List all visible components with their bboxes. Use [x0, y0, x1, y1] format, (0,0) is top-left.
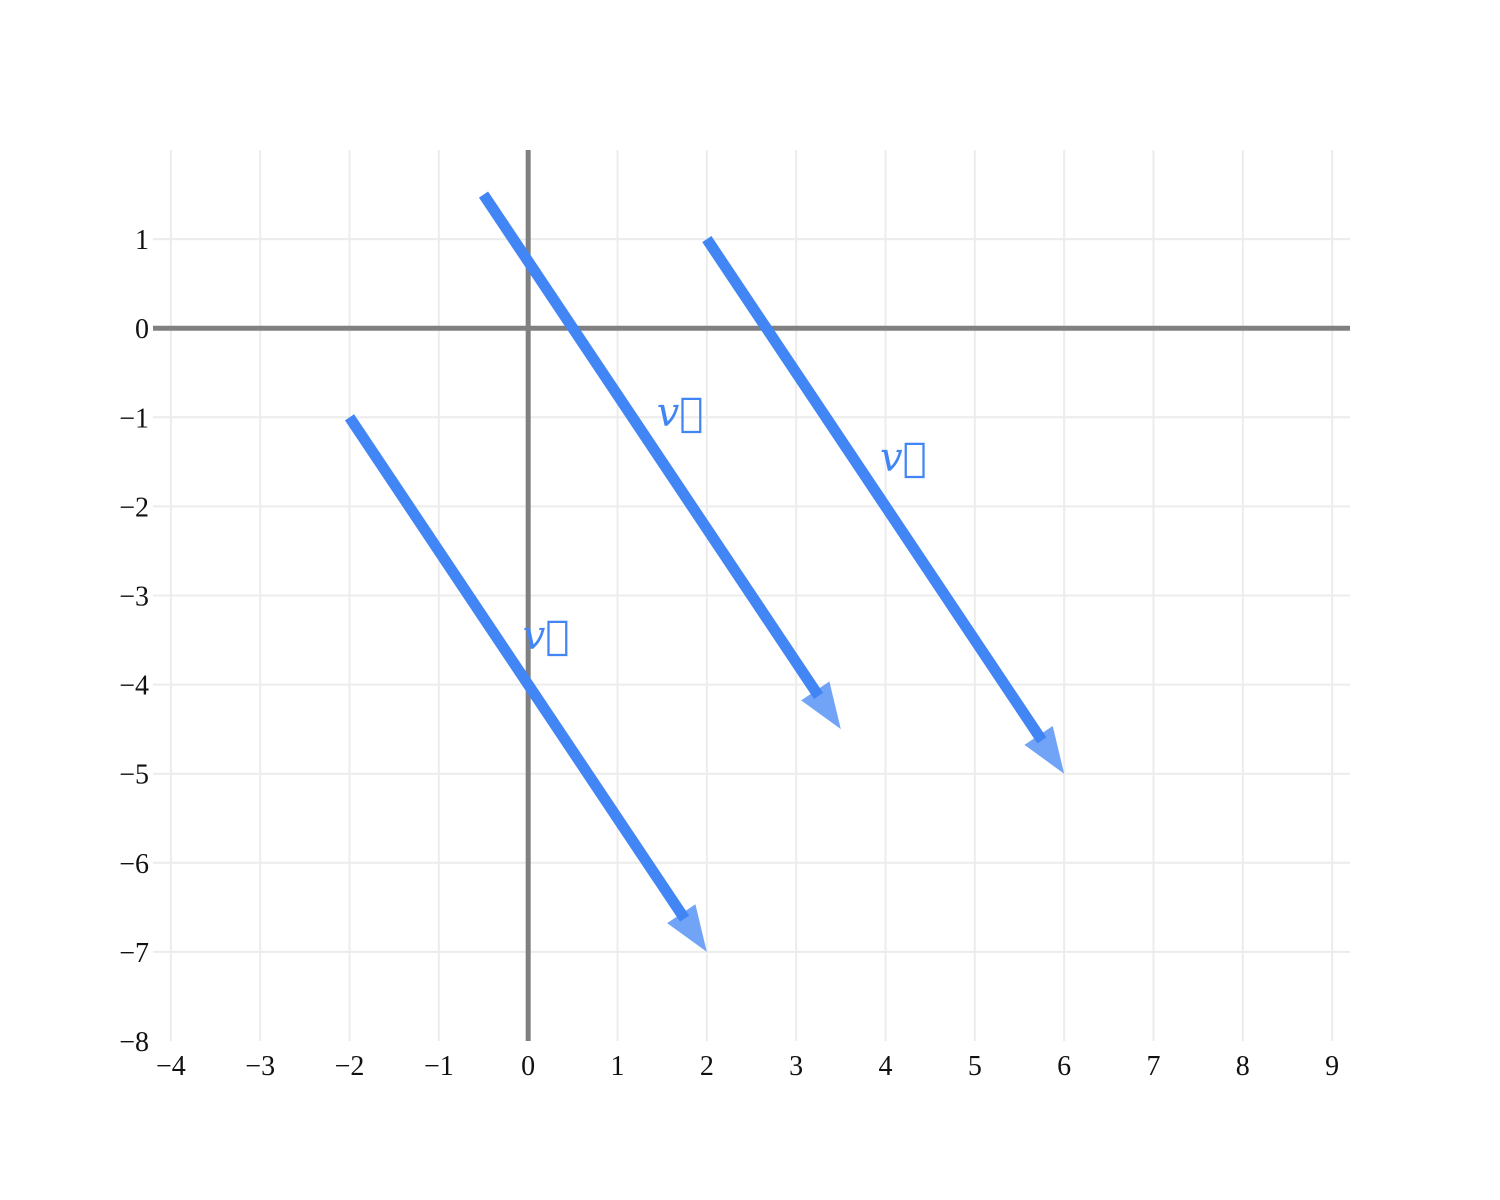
- vector-shaft: [344, 414, 690, 922]
- vector-label: v⃗: [523, 613, 570, 659]
- y-tick-label: −1: [119, 403, 149, 434]
- tick-labels: −4 −3 −2 −1 0 1 2 3 4 5 6 7 8 910−1−2−3−4−5−6−7−8: [119, 225, 1339, 1082]
- y-tick-label: 0: [135, 314, 149, 345]
- x-tick-label: 3: [789, 1051, 803, 1082]
- x-tick-label: −1: [424, 1051, 454, 1082]
- x-tick-label: −2: [335, 1051, 365, 1082]
- y-tick-label: −4: [119, 671, 149, 702]
- vector-arrowhead: [667, 904, 707, 952]
- vector-shaft: [702, 236, 1047, 744]
- vector-label: v⃗: [880, 435, 927, 481]
- y-tick-label: −5: [119, 760, 149, 791]
- x-tick-label: −3: [245, 1051, 275, 1082]
- y-tick-label: −6: [119, 849, 149, 880]
- x-tick-label: 1: [611, 1051, 625, 1082]
- y-tick-label: −8: [119, 1027, 149, 1058]
- x-tick-label: 8: [1236, 1051, 1250, 1082]
- vectors: v⃗ v⃗ v⃗: [344, 191, 1065, 952]
- x-tick-label: 6: [1057, 1051, 1071, 1082]
- x-tick-label: 9: [1325, 1051, 1339, 1082]
- y-tick-label: −3: [119, 582, 149, 613]
- x-tick-label: 5: [968, 1051, 982, 1082]
- vector-shaft: [478, 191, 824, 699]
- axes: [153, 150, 1350, 1041]
- x-tick-label: 2: [700, 1051, 714, 1082]
- vector-1: v⃗: [344, 414, 707, 952]
- vector-arrowhead: [801, 681, 841, 730]
- vector-label: v⃗: [657, 390, 704, 436]
- vector-arrowhead: [1024, 726, 1065, 774]
- x-tick-label: 0: [521, 1051, 535, 1082]
- x-tick-label: 4: [878, 1051, 892, 1082]
- x-tick-label: −4: [156, 1051, 186, 1082]
- vector-2: v⃗: [478, 191, 841, 730]
- y-tick-label: 1: [135, 225, 149, 256]
- y-tick-label: −2: [119, 492, 149, 523]
- x-tick-label: 7: [1146, 1051, 1160, 1082]
- y-tick-label: −7: [119, 938, 149, 969]
- vector-3: v⃗: [702, 236, 1065, 774]
